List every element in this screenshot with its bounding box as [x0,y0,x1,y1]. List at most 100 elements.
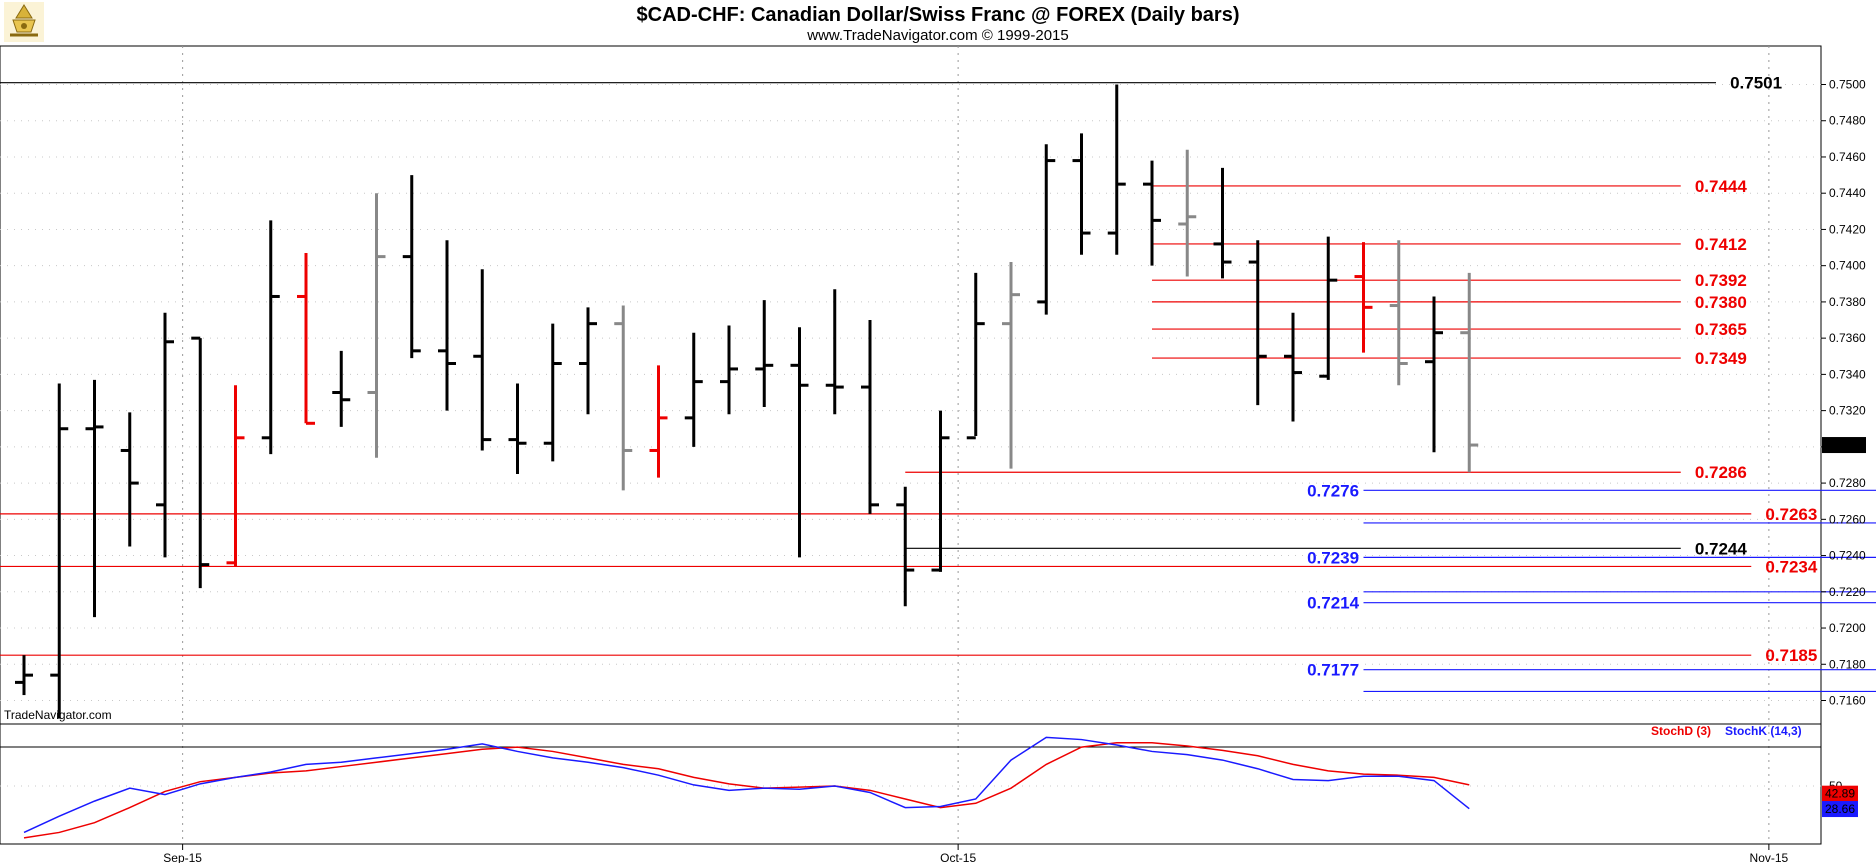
price-tick-label: 0.7420 [1829,222,1866,236]
level-label: 0.7286 [1695,463,1747,482]
ohlc-bar [85,379,104,618]
grid [0,46,1821,844]
ohlc-bar [543,323,562,462]
ohlc-bar [861,320,879,514]
legend-entry: StochK (14,3) [1725,724,1802,738]
ohlc-bar [649,365,668,478]
ohlc-bar [50,383,69,719]
price-tick-label: 0.7480 [1829,114,1866,128]
trade-navigator-logo-icon [4,2,44,42]
price-bars [15,84,1479,719]
price-tick-label: 0.7260 [1829,512,1866,526]
last-price-label: 0.7301 [1825,438,1862,452]
price-tick-label: 0.7360 [1829,331,1866,345]
ohlc-bar [1284,312,1302,422]
level-label: 0.7214 [1307,594,1360,613]
price-tick-label: 0.7220 [1829,585,1866,599]
price-tick-label: 0.7380 [1829,295,1866,309]
price-tick-label: 0.7200 [1829,621,1866,635]
ohlc-bar [1178,149,1197,277]
stochastic-lines: StochD (3) StochK (14,3) [23,724,1802,839]
ohlc-bar [755,300,774,407]
stoch-last-value-marker [1822,785,1858,802]
level-label: 0.7276 [1307,481,1359,500]
price-pane [0,45,1822,725]
ohlc-bar [1319,236,1338,380]
price-tick-label: 0.7500 [1829,77,1866,91]
ohlc-bar [1248,240,1267,406]
stoch-last-value-marker [1822,801,1858,818]
level-label: 0.7412 [1695,235,1747,254]
ohlc-bar [1425,296,1443,453]
ohlc-bar [1002,262,1020,469]
price-tick-label: 0.7340 [1829,367,1866,381]
date-tick-label: Sep-15 [163,851,202,863]
ohlc-bar [508,383,527,475]
ohlc-bar [1143,160,1161,266]
price-tick-label: 0.7160 [1829,694,1866,708]
ohlc-bar [614,305,633,491]
level-label: 0.7263 [1765,505,1817,524]
legend-entry: StochD (3) [1651,724,1711,738]
level-label: 0.7185 [1765,646,1817,665]
ohlc-bar [579,307,597,415]
date-tick-label: Nov-15 [1750,851,1789,863]
support-resistance-levels: 0.7501 0.7444 0.7412 0.7392 0.7380 0.7365 0.73… [0,74,1876,693]
price-tick-label: 0.7180 [1829,657,1866,671]
ohlc-bar [1354,242,1373,353]
ohlc-bar [1460,272,1479,473]
watermark-text: TradeNavigator.com [4,708,112,722]
ohlc-bar [120,412,139,547]
ohlc-bar [1072,133,1091,255]
ohlc-bar [156,312,174,558]
ohlc-bar [226,385,245,567]
stoch-line [23,736,1470,834]
level-label: 0.7501 [1730,74,1782,93]
ohlc-bar [825,289,844,415]
date-tick-label: Oct-15 [940,851,976,863]
last-price-marker [1822,437,1866,454]
stochastic-pane [0,723,1822,845]
ohlc-bar [402,175,421,359]
stoch-last-value-label: 28.66 [1825,802,1855,816]
ohlc-bar [473,269,492,451]
ohlc-bar [367,193,386,458]
ohlc-bar [1213,167,1232,279]
ohlc-bar [896,486,915,607]
price-tick-label: 0.7460 [1829,150,1866,164]
ohlc-bar [720,325,738,415]
ohlc-bar [297,252,315,425]
level-label: 0.7380 [1695,293,1747,312]
ohlc-bar [438,240,456,411]
ohlc-bar [931,410,950,572]
ohlc-bar [790,327,809,558]
level-label: 0.7234 [1765,557,1818,576]
chart-title: $CAD-CHF: Canadian Dollar/Swiss Franc @ … [637,4,1240,26]
price-tick-label: 0.7400 [1829,259,1866,273]
ohlc-bar [1037,144,1056,315]
price-tick-label: 0.7440 [1829,186,1866,200]
ohlc-bar [966,272,985,440]
ohlc-bar [332,350,351,427]
price-tick-label: 0.7240 [1829,549,1866,563]
ohlc-bar [261,220,280,455]
level-label: 0.7239 [1307,548,1359,567]
price-tick-label: 0.7280 [1829,476,1866,490]
level-label: 0.7244 [1695,539,1748,558]
level-label: 0.7444 [1695,177,1748,196]
level-label: 0.7392 [1695,271,1747,290]
ohlc-bar [191,336,210,589]
ohlc-bar [1389,240,1408,386]
chart-subtitle: www.TradeNavigator.com © 1999-2015 [806,27,1068,44]
stoch-last-value-label: 42.89 [1825,787,1855,801]
ohlc-bar [15,655,33,696]
level-label: 0.7365 [1695,320,1747,339]
axes: Sep-15 Oct-15 Nov-15 0.7160 0.7180 0.7200 0.72… [163,77,1866,863]
level-label: 0.7349 [1695,349,1747,368]
ohlc-bar [684,332,703,447]
level-label: 0.7177 [1307,661,1359,680]
price-tick-label: 0.7320 [1829,404,1866,418]
ohlc-bar [1107,84,1126,255]
stoch-line [23,742,1470,839]
